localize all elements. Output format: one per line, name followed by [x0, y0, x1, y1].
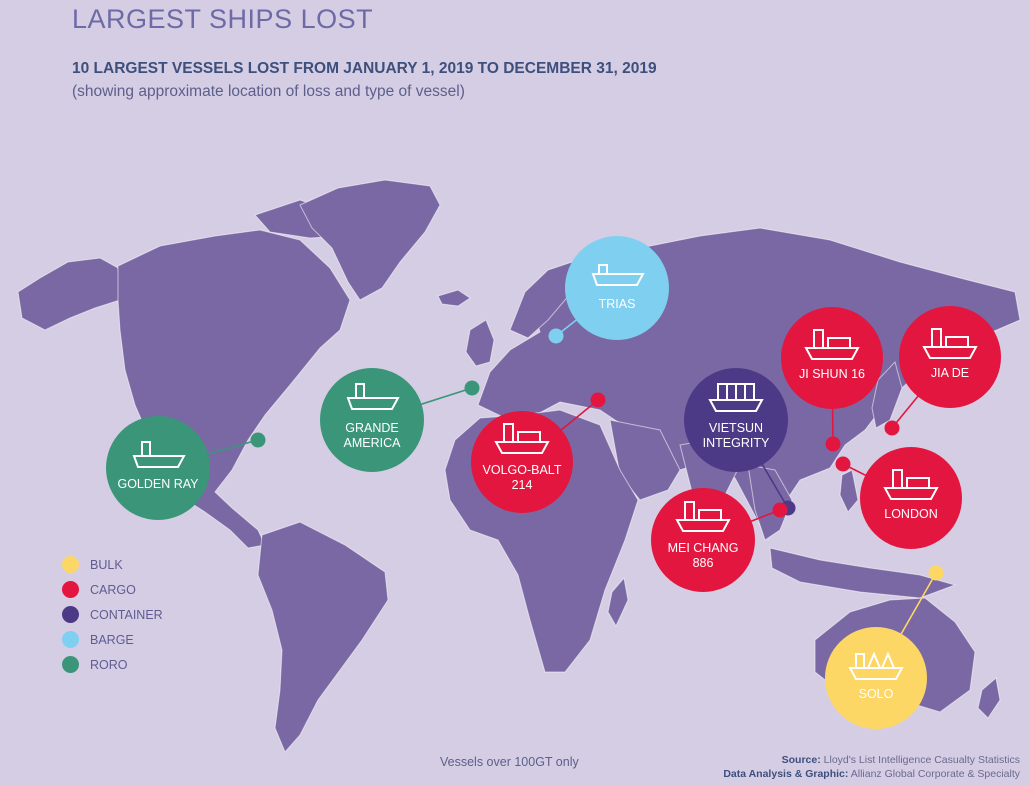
land-philippines: [839, 469, 859, 513]
legend-item-barge: BARGE: [62, 627, 163, 652]
land-south-america: [257, 521, 389, 753]
vessel-name-label: VOLGO-BALT: [483, 463, 562, 477]
vessel-bubble: [471, 411, 573, 513]
loss-location-dot: [250, 432, 266, 448]
subtitle-description: (showing approximate location of loss an…: [72, 83, 465, 100]
legend-item-container: CONTAINER: [62, 602, 163, 627]
cargo-ship-icon: [675, 501, 731, 532]
vessel-size-note: Vessels over 100GT only: [440, 755, 579, 769]
vessel-marker-solo: SOLO: [825, 565, 944, 729]
loss-location-dot: [825, 436, 841, 452]
loss-location-dot: [884, 420, 900, 436]
land-alaska: [17, 257, 121, 331]
cargo-ship-icon: [494, 423, 550, 454]
vessel-marker-golden-ray: GOLDEN RAY: [106, 416, 266, 520]
container-stack-icon: [708, 383, 764, 412]
roro-ship-icon: [346, 383, 400, 410]
loss-location-dot: [590, 392, 606, 408]
vessel-name-label: 214: [512, 478, 533, 492]
legend-item-roro: RORO: [62, 652, 163, 677]
barge-icon: [591, 264, 645, 286]
legend-label-barge: BARGE: [90, 632, 134, 647]
loss-location-dot: [464, 380, 480, 396]
legend-label-roro: RORO: [90, 657, 128, 672]
vessel-name-label: JI SHUN 16: [799, 367, 865, 381]
page-title: LARGEST SHIPS LOST: [72, 4, 374, 34]
vessel-name-label: VIETSUN: [709, 421, 763, 435]
land-japan: [871, 361, 903, 429]
source-credits: Source: Lloyd's List Intelligence Casual…: [723, 753, 1020, 781]
cargo-ship-icon: [922, 328, 978, 359]
legend-label-bulk: BULK: [90, 557, 123, 572]
vessel-bubble: [651, 488, 755, 592]
land-greenland: [299, 179, 441, 301]
legend-swatch-container: [62, 606, 79, 623]
vessel-bubble: [684, 368, 788, 472]
loss-location-dot: [835, 456, 851, 472]
cargo-ship-icon: [804, 329, 860, 360]
vessel-marker-ji-shun-16: JI SHUN 16: [781, 307, 883, 452]
land-southeast-asia: [747, 464, 793, 541]
legend-label-container: CONTAINER: [90, 607, 163, 622]
loss-location-dot: [928, 565, 944, 581]
legend-label-cargo: CARGO: [90, 582, 136, 597]
legend-swatch-roro: [62, 656, 79, 673]
bulk-carrier-icon: [848, 651, 904, 680]
loss-location-dot: [772, 502, 788, 518]
analysis-label: Data Analysis & Graphic:: [723, 768, 849, 780]
vessel-name-label: GOLDEN RAY: [117, 477, 199, 491]
vessel-name-label: 886: [693, 556, 714, 570]
vessel-name-label: GRANDE: [345, 421, 398, 435]
vessel-name-label: SOLO: [859, 687, 894, 701]
vessel-name-label: MEI CHANG: [668, 541, 739, 555]
cargo-ship-icon: [883, 469, 939, 500]
vessel-name-label: INTEGRITY: [703, 436, 770, 450]
vessel-name-label: AMERICA: [344, 436, 402, 450]
vessel-bubble: [320, 368, 424, 472]
legend-swatch-cargo: [62, 581, 79, 598]
land-indonesia: [769, 547, 957, 599]
vessel-name-label: JIA DE: [931, 366, 969, 380]
source-label: Source:: [781, 754, 821, 766]
roro-ship-icon: [132, 441, 186, 468]
analysis-text: Allianz Global Corporate & Specialty: [850, 768, 1020, 780]
legend-item-bulk: BULK: [62, 552, 163, 577]
loss-location-dot: [548, 328, 564, 344]
legend-swatch-barge: [62, 631, 79, 648]
legend-item-cargo: CARGO: [62, 577, 163, 602]
subtitle: 10 LARGEST VESSELS LOST FROM JANUARY 1, …: [72, 60, 657, 77]
land-iceland: [437, 289, 471, 307]
legend: BULK CARGO CONTAINER BARGE RORO: [62, 552, 163, 677]
vessel-name-label: TRIAS: [599, 297, 636, 311]
vessel-marker-trias: TRIAS: [548, 236, 669, 344]
land-new-zealand: [977, 677, 1001, 719]
vessel-bubble: [565, 236, 669, 340]
vessel-marker-jia-de: JIA DE: [884, 306, 1001, 436]
land-madagascar: [607, 576, 629, 628]
vessel-name-label: LONDON: [884, 507, 937, 521]
land-british-isles: [465, 319, 495, 367]
legend-swatch-bulk: [62, 556, 79, 573]
source-text: Lloyd's List Intelligence Casualty Stati…: [823, 754, 1020, 766]
vessel-marker-london: LONDON: [835, 447, 962, 549]
